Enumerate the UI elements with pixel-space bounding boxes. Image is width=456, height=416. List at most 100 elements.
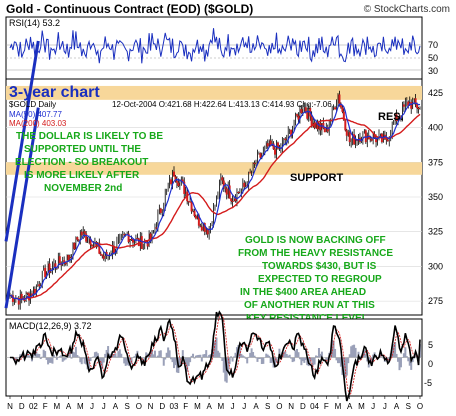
price-bar-body xyxy=(174,176,177,181)
price-bar-body xyxy=(132,239,134,243)
price-bar-body xyxy=(189,201,192,203)
price-bar-body xyxy=(146,241,149,247)
price-bar-body xyxy=(183,181,186,194)
price-bar-body xyxy=(310,116,313,126)
macd-hist-bar xyxy=(347,357,350,364)
macd-hist-bar xyxy=(266,354,269,358)
macd-hist-bar xyxy=(83,357,86,364)
macd-hist-bar xyxy=(315,355,318,358)
macd-hist-bar xyxy=(243,356,246,358)
macd-hist-bar xyxy=(168,350,171,358)
macd-hist-bar xyxy=(203,354,206,358)
macd-hist-bar xyxy=(252,352,255,358)
macd-hist-bar xyxy=(208,354,211,358)
price-bar-body xyxy=(272,143,275,150)
x-tick-label: J xyxy=(371,402,375,411)
ma50-line xyxy=(9,102,421,301)
price-bar-body xyxy=(11,295,14,302)
price-tick-label: 400 xyxy=(428,123,443,133)
x-tick-label: 04 xyxy=(310,402,319,411)
macd-panel: MACD(12,26,9) 3.72 5 0 -5 xyxy=(5,310,433,402)
x-tick-label: O xyxy=(276,402,282,411)
macd-hist-bar xyxy=(143,357,146,362)
macd-hist-bar xyxy=(54,356,57,358)
macd-hist-bar xyxy=(319,353,322,358)
x-tick-label: M xyxy=(218,402,225,411)
price-tick-label: 375 xyxy=(428,157,443,167)
macd-tick-0: 0 xyxy=(428,359,433,369)
annotation-gold-line: OF ANOTHER RUN AT THIS xyxy=(244,300,375,311)
macd-hist-bar xyxy=(411,357,414,363)
macd-hist-bar xyxy=(47,357,50,365)
macd-hist-bar xyxy=(35,351,38,358)
macd-hist-bar xyxy=(274,357,277,367)
x-tick-label: A xyxy=(394,402,400,411)
x-tick-label: D xyxy=(19,402,25,411)
price-bar-body xyxy=(137,238,140,247)
macd-hist-bar xyxy=(26,353,29,358)
macd-hist-bar xyxy=(345,357,348,376)
price-bar-body xyxy=(304,107,307,113)
macd-hist-bar xyxy=(370,357,373,363)
macd-hist-bar xyxy=(186,357,189,372)
rsi-panel: RSI(14) 53.2 70 50 30 xyxy=(5,16,438,80)
macd-hist-bar xyxy=(413,357,416,359)
price-bar-body xyxy=(73,242,76,250)
price-bar-body xyxy=(26,292,29,294)
macd-hist-bar xyxy=(331,340,334,358)
macd-hist-bar xyxy=(51,357,54,364)
macd-hist-bar xyxy=(405,356,408,358)
macd-hist-bar xyxy=(342,357,345,377)
x-tick-label: F xyxy=(183,402,188,411)
macd-hist-bar xyxy=(240,353,243,358)
price-bar-body xyxy=(58,256,61,264)
price-tick-label: 275 xyxy=(428,296,443,306)
annotation-dollar-line: THE DOLLAR IS LIKELY TO BE xyxy=(16,131,163,142)
price-bar-body xyxy=(230,198,233,201)
price-bar-body xyxy=(193,210,196,217)
price-bar-body xyxy=(395,114,398,121)
macd-hist-bar xyxy=(71,351,74,358)
price-bar-body xyxy=(338,94,341,104)
macd-hist-bar xyxy=(98,357,101,361)
macd-hist-bar xyxy=(216,350,219,358)
macd-hist-bar xyxy=(325,357,328,360)
macd-hist-bar xyxy=(337,357,339,364)
macd-hist-bar xyxy=(38,354,41,358)
macd-hist-bar xyxy=(158,350,161,358)
price-bar-body xyxy=(306,112,309,119)
price-bar-body xyxy=(99,253,102,255)
macd-hist-bar xyxy=(58,356,61,358)
macd-hist-bar xyxy=(338,357,341,364)
macd-hist-bar xyxy=(218,352,221,358)
macd-hist-bar xyxy=(326,357,329,361)
macd-hist-bar xyxy=(317,347,320,358)
macd-hist-bar xyxy=(95,351,98,358)
macd-hist-bar xyxy=(394,342,397,358)
macd-hist-bar xyxy=(388,357,391,359)
macd-hist-bar xyxy=(134,353,137,358)
price-bar-body xyxy=(48,263,51,274)
macd-hist-bar xyxy=(155,356,158,358)
macd-hist-bar xyxy=(55,357,58,360)
resistance-zone xyxy=(6,85,422,100)
price-bar-body xyxy=(334,107,337,110)
macd-hist-bar xyxy=(303,357,306,363)
price-bar-body xyxy=(367,135,370,140)
macd-hist-bar xyxy=(175,357,178,373)
macd-hist-bar xyxy=(227,357,230,372)
macd-hist-bar xyxy=(410,357,413,370)
price-bar-body xyxy=(342,111,345,121)
price-bar-body xyxy=(33,289,36,294)
price-axis: 425 400 375 350 325 300 275 xyxy=(428,88,443,306)
macd-hist-bar xyxy=(107,346,110,358)
macd-hist-bar xyxy=(260,357,263,365)
x-tick-label: F xyxy=(43,402,48,411)
macd-hist-bar xyxy=(282,351,285,358)
macd-line xyxy=(10,310,421,402)
annotation-gold-line: EXPECTED TO REGROUP xyxy=(258,274,382,285)
price-bar-body xyxy=(259,153,262,158)
macd-hist-bar xyxy=(85,357,88,365)
price-bar-body xyxy=(127,233,130,243)
price-bar-body xyxy=(54,263,57,268)
